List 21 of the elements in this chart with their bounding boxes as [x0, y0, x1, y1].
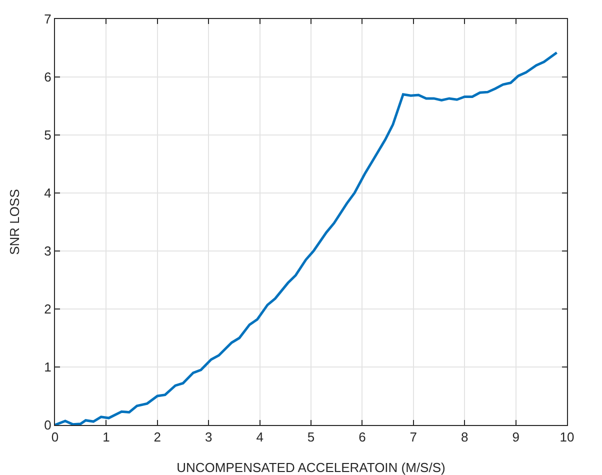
y-axis-title: SNR LOSS — [7, 188, 22, 255]
x-tick-label: 2 — [154, 430, 162, 445]
x-tick-label: 6 — [358, 430, 366, 445]
y-tick-label: 0 — [44, 418, 52, 433]
x-tick-label: 9 — [512, 430, 520, 445]
y-tick-label: 3 — [44, 244, 52, 259]
x-tick-label: 10 — [560, 430, 574, 445]
x-tick-label: 1 — [102, 430, 110, 445]
x-tick-label: 8 — [460, 430, 468, 445]
line-series — [55, 51, 558, 425]
y-tick-label: 7 — [44, 12, 52, 27]
x-tick-label: 3 — [204, 430, 212, 445]
y-tick-label: 1 — [44, 360, 52, 375]
x-tick-label: 4 — [256, 430, 264, 445]
x-tick-label: 5 — [307, 430, 315, 445]
y-tick-label: 5 — [44, 128, 52, 143]
x-tick-label: 7 — [410, 430, 418, 445]
y-tick-label: 2 — [44, 302, 52, 317]
y-tick-label: 4 — [44, 186, 52, 201]
x-axis-title: UNCOMPENSATED ACCELERATOIN (M/S/S) — [176, 460, 446, 475]
y-tick-label: 6 — [44, 70, 52, 85]
